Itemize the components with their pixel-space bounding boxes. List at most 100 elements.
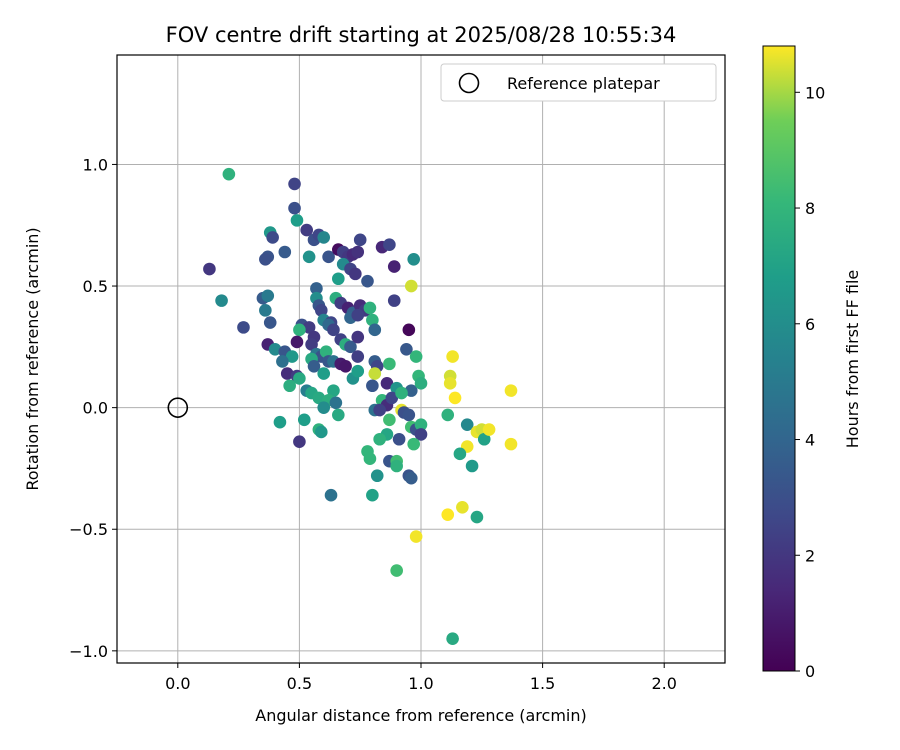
scatter-point <box>288 177 301 191</box>
scatter-point <box>302 250 316 264</box>
scatter-point <box>307 359 321 373</box>
scatter-point <box>266 231 279 244</box>
scatter-point <box>363 452 377 466</box>
reference-marker-layer <box>167 397 189 418</box>
x-tick-label: 0.0 <box>165 674 190 693</box>
scatter-point <box>404 279 418 293</box>
scatter-point <box>222 167 236 181</box>
scatter-point <box>504 384 518 397</box>
scatter-point <box>366 313 379 327</box>
colorbar-tick-label: 2 <box>805 546 815 565</box>
scatter-point <box>456 501 469 514</box>
scatter-point <box>268 342 282 356</box>
scatter-point <box>344 340 357 354</box>
scatter-point <box>327 384 340 397</box>
colorbar-label: Hours from first FF file <box>843 270 862 449</box>
scatter-point <box>329 396 343 410</box>
scatter-point <box>373 432 386 446</box>
scatter-point <box>392 432 406 446</box>
scatter-point <box>351 308 365 322</box>
scatter-point <box>383 238 396 251</box>
scatter-point <box>322 250 335 264</box>
x-axis-label: Angular distance from reference (arcmin) <box>255 706 586 725</box>
scatter-point <box>288 201 301 215</box>
scatter-point <box>380 377 394 390</box>
scatter-point <box>366 488 379 502</box>
scatter-point <box>278 245 292 259</box>
scatter-point <box>390 564 403 577</box>
scatter-point <box>285 350 299 363</box>
scatter-point <box>465 459 479 473</box>
scatter-point <box>305 338 318 351</box>
scatter-point <box>407 252 421 266</box>
y-tick-label: 1.0 <box>83 155 108 174</box>
colorbar: 0 2 4 6 8 10 Hours from first FF file <box>762 45 862 681</box>
y-axis-label: Rotation from reference (arcmin) <box>23 227 42 490</box>
scatter-point <box>317 401 331 414</box>
scatter-point <box>283 379 296 393</box>
scatter-point <box>477 432 491 446</box>
scatter-point <box>414 428 428 441</box>
scatter-point <box>332 272 345 286</box>
scatter-point <box>302 321 316 334</box>
scatter-point <box>383 413 396 427</box>
scatter-point <box>203 262 216 276</box>
scatter-point <box>390 459 403 473</box>
y-axis-ticks: −1.0 −0.5 0.0 0.5 1.0 <box>69 155 117 661</box>
scatter-point <box>297 413 311 427</box>
scatter-point <box>237 321 250 334</box>
scatter-point <box>387 260 401 273</box>
scatter-point <box>368 367 382 380</box>
x-tick-label: 0.5 <box>287 674 312 693</box>
scatter-point <box>276 355 289 368</box>
legend-label: Reference platepar <box>507 74 660 93</box>
colorbar-tick-label: 4 <box>805 431 815 450</box>
scatter-point <box>259 304 272 317</box>
scatter-point <box>402 408 416 422</box>
scatter-point <box>366 379 379 393</box>
scatter-point <box>482 423 496 436</box>
scatter-point <box>351 350 365 363</box>
scatter-point <box>395 386 408 400</box>
y-tick-label: 0.0 <box>83 399 108 418</box>
colorbar-gradient <box>762 45 796 672</box>
colorbar-tick-label: 10 <box>805 83 825 102</box>
scatter-point <box>387 294 401 307</box>
scatter-point <box>385 391 399 405</box>
scatter-point <box>407 437 421 451</box>
scatter-point <box>409 530 423 543</box>
scatter-point <box>446 350 459 363</box>
scatter-point <box>441 508 455 521</box>
chart-title: FOV centre drift starting at 2025/08/28 … <box>166 23 677 47</box>
scatter-point <box>273 415 287 429</box>
colorbar-tick-label: 0 <box>805 662 815 681</box>
scatter-point <box>404 471 418 485</box>
scatter-point <box>300 223 313 237</box>
scatter-point <box>339 359 352 373</box>
scatter-point <box>317 367 331 380</box>
colorbar-tick-label: 8 <box>805 199 815 218</box>
scatter-point <box>280 367 294 380</box>
scatter-points <box>203 167 518 645</box>
scatter-point <box>443 377 457 390</box>
scatter-point <box>327 323 340 337</box>
scatter-point <box>446 632 459 645</box>
scatter-point <box>351 330 365 344</box>
x-tick-label: 2.0 <box>651 674 676 693</box>
scatter-point <box>310 282 323 295</box>
scatter-point <box>259 252 272 266</box>
scatter-point <box>263 316 277 329</box>
scatter-point <box>314 304 328 317</box>
grid <box>117 55 725 663</box>
scatter-point <box>312 391 326 405</box>
y-tick-label: −1.0 <box>69 642 108 661</box>
scatter-point <box>293 323 306 337</box>
x-tick-label: 1.5 <box>530 674 555 693</box>
scatter-point <box>470 510 484 524</box>
legend: Reference platepar <box>440 63 717 102</box>
scatter-point <box>353 233 367 247</box>
legend-reference-marker <box>458 72 480 94</box>
scatter-point <box>293 372 306 385</box>
scatter-point <box>368 323 382 337</box>
scatter-point <box>383 357 396 371</box>
